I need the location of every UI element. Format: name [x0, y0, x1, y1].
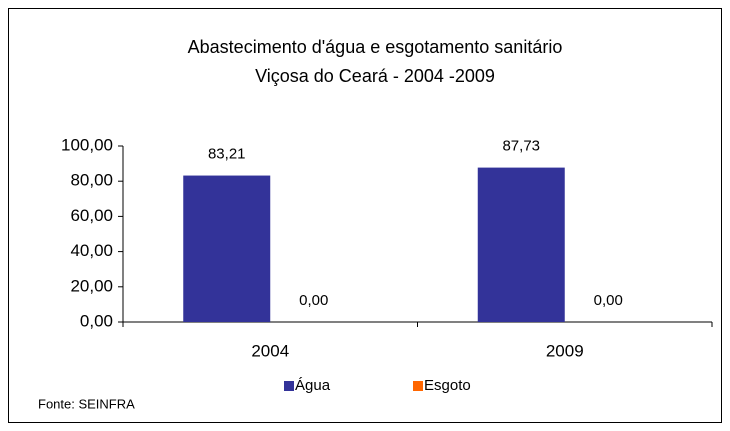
- legend-swatch: [284, 381, 294, 391]
- chart-title: Abastecimento d'água e esgotamento sanit…: [188, 37, 563, 57]
- y-tick-label: 80,00: [70, 171, 113, 190]
- y-tick-label: 0,00: [80, 311, 113, 330]
- y-tick-label: 40,00: [70, 241, 113, 260]
- source-note: Fonte: SEINFRA: [38, 396, 135, 411]
- x-tick-label: 2004: [251, 341, 289, 360]
- data-label: 0,00: [594, 292, 623, 309]
- legend-label: Água: [295, 377, 331, 394]
- y-tick-label: 20,00: [70, 276, 113, 295]
- y-tick-label: 100,00: [61, 135, 113, 154]
- data-label: 87,73: [502, 138, 540, 155]
- y-tick-label: 60,00: [70, 206, 113, 225]
- data-label: 83,21: [208, 146, 246, 163]
- legend-swatch: [413, 381, 423, 391]
- bar: [477, 167, 565, 322]
- chart-border: [8, 8, 722, 423]
- x-tick-label: 2009: [546, 341, 584, 360]
- chart-subtitle: Viçosa do Ceará - 2004 -2009: [255, 66, 495, 86]
- data-label: 0,00: [299, 292, 328, 309]
- bar: [183, 175, 271, 322]
- legend-label: Esgoto: [424, 377, 471, 394]
